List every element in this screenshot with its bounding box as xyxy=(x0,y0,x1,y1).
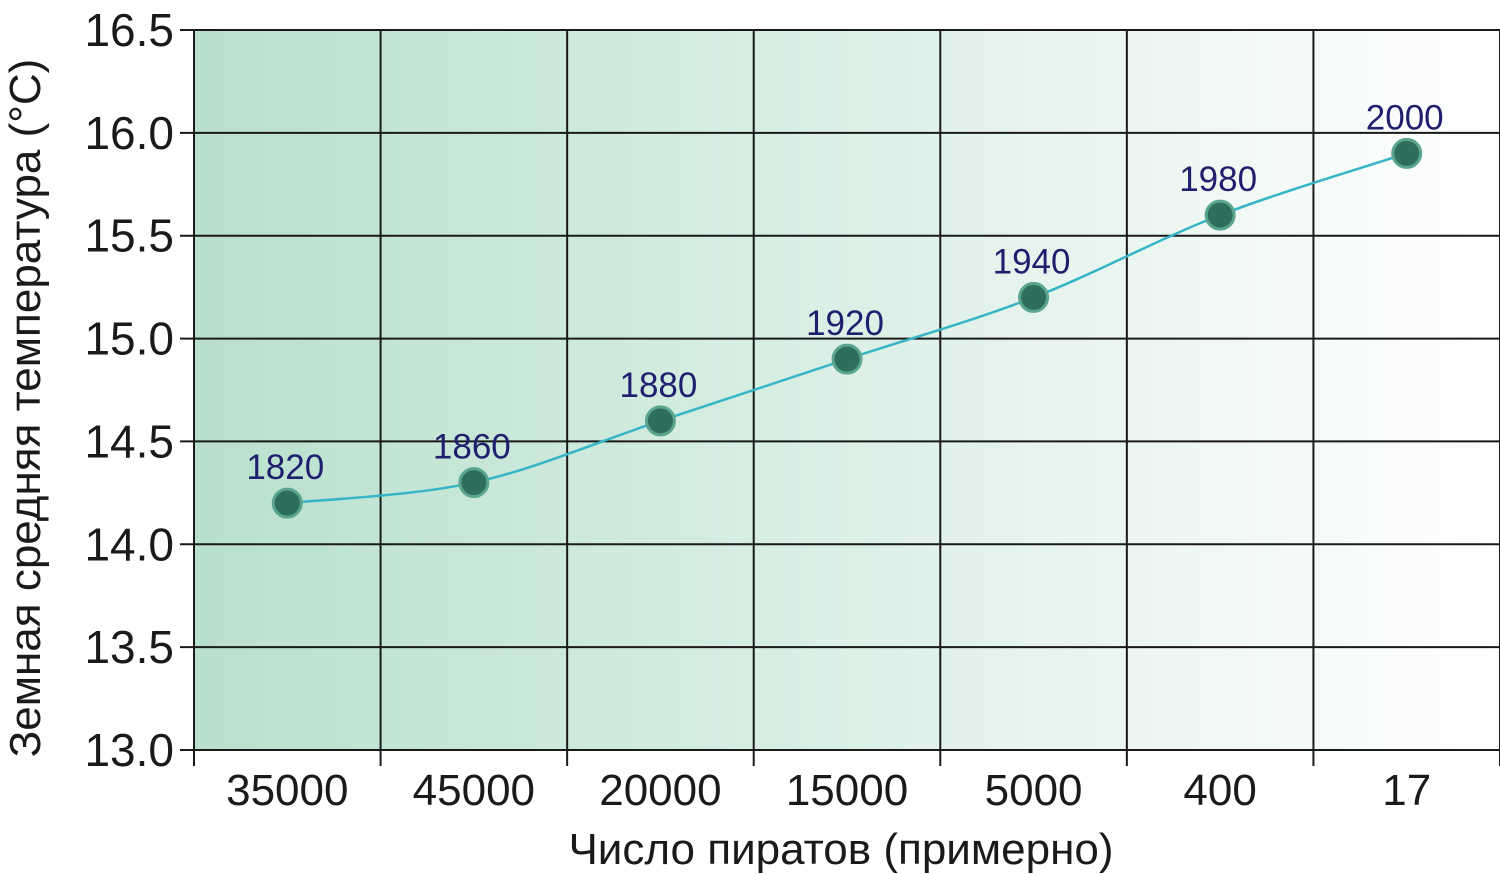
data-point-label: 1980 xyxy=(1179,160,1257,199)
data-points xyxy=(271,137,1423,519)
y-tick-label: 15.5 xyxy=(84,210,174,262)
x-tick-label: 35000 xyxy=(226,766,348,815)
data-point xyxy=(1391,137,1423,169)
data-point-label: 1920 xyxy=(806,304,884,343)
x-axis-ticks: 35000 45000 20000 15000 5000 400 17 xyxy=(226,766,1431,815)
x-tick-label: 17 xyxy=(1382,766,1431,815)
data-point xyxy=(1018,281,1050,313)
x-tick-label: 5000 xyxy=(985,766,1083,815)
y-tick-label: 13.5 xyxy=(84,621,174,673)
y-tick-label: 14.0 xyxy=(84,518,174,570)
y-tick-label: 14.5 xyxy=(84,415,174,467)
data-point xyxy=(458,467,490,499)
y-axis-ticks: 13.0 13.5 14.0 14.5 15.0 15.5 16.0 16.5 xyxy=(84,4,174,776)
x-tick-label: 20000 xyxy=(599,766,721,815)
point-labels: 1820 1860 1880 1920 1940 1980 2000 xyxy=(246,98,1443,487)
y-tick-label: 13.0 xyxy=(84,724,174,776)
x-tick-label: 45000 xyxy=(413,766,535,815)
y-axis-title: Земная средняя температура (°C) xyxy=(1,59,50,758)
y-tick-label: 16.0 xyxy=(84,107,174,159)
plot-background xyxy=(194,30,1500,750)
data-point-label: 1820 xyxy=(246,448,324,487)
data-point-label: 1880 xyxy=(619,366,697,405)
data-point-label: 2000 xyxy=(1366,98,1444,137)
data-point xyxy=(644,405,676,437)
x-tick-label: 15000 xyxy=(786,766,908,815)
y-tick-label: 15.0 xyxy=(84,313,174,365)
data-point xyxy=(831,343,863,375)
y-tick-label: 16.5 xyxy=(84,4,174,56)
data-point xyxy=(271,487,303,519)
data-point xyxy=(1204,199,1236,231)
x-tick-label: 400 xyxy=(1183,766,1256,815)
data-point-label: 1940 xyxy=(993,242,1071,281)
data-point-label: 1860 xyxy=(433,428,511,467)
x-axis-title: Число пиратов (примерно) xyxy=(568,825,1113,874)
grid-lines xyxy=(180,29,1500,766)
